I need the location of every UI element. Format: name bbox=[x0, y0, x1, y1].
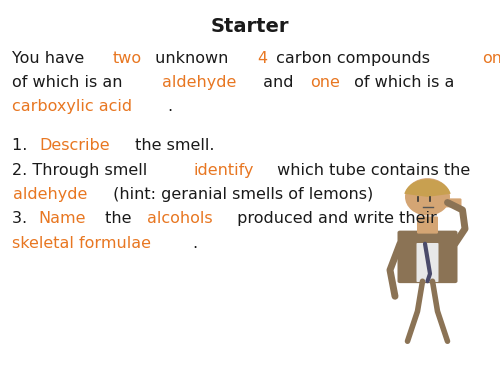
Text: 2. Through smell: 2. Through smell bbox=[12, 163, 153, 178]
Text: aldehyde: aldehyde bbox=[162, 75, 236, 90]
Wedge shape bbox=[404, 179, 450, 197]
Text: which tube contains the: which tube contains the bbox=[272, 163, 470, 178]
Text: one: one bbox=[310, 75, 340, 90]
Text: 4: 4 bbox=[258, 51, 268, 66]
Text: skeletal formulae: skeletal formulae bbox=[12, 236, 151, 251]
Text: of which is an: of which is an bbox=[12, 75, 128, 90]
Ellipse shape bbox=[405, 178, 450, 216]
Text: of which is a: of which is a bbox=[348, 75, 454, 90]
Text: the smell.: the smell. bbox=[130, 138, 214, 153]
Text: and: and bbox=[258, 75, 298, 90]
Text: unknown: unknown bbox=[150, 51, 234, 66]
Text: alcohols: alcohols bbox=[147, 211, 213, 226]
Text: carbon compounds: carbon compounds bbox=[270, 51, 435, 66]
Text: Starter: Starter bbox=[211, 17, 289, 36]
Text: identify: identify bbox=[194, 163, 254, 178]
Text: 3.: 3. bbox=[12, 211, 33, 226]
Text: produced and write their: produced and write their bbox=[232, 211, 436, 226]
FancyBboxPatch shape bbox=[398, 231, 458, 283]
Text: Name: Name bbox=[38, 211, 86, 226]
Text: You have: You have bbox=[12, 51, 90, 66]
Text: .: . bbox=[168, 99, 172, 114]
Text: (hint: geranial smells of lemons): (hint: geranial smells of lemons) bbox=[108, 187, 374, 202]
Text: Describe: Describe bbox=[39, 138, 110, 153]
Text: carboxylic acid: carboxylic acid bbox=[12, 99, 132, 114]
Text: 1.: 1. bbox=[12, 138, 33, 153]
Text: the: the bbox=[100, 211, 136, 226]
Text: aldehyde: aldehyde bbox=[12, 187, 87, 202]
Text: one: one bbox=[482, 51, 500, 66]
Text: two: two bbox=[112, 51, 142, 66]
FancyBboxPatch shape bbox=[431, 198, 462, 207]
FancyBboxPatch shape bbox=[416, 243, 438, 282]
FancyBboxPatch shape bbox=[417, 216, 438, 234]
Text: .: . bbox=[192, 236, 197, 251]
